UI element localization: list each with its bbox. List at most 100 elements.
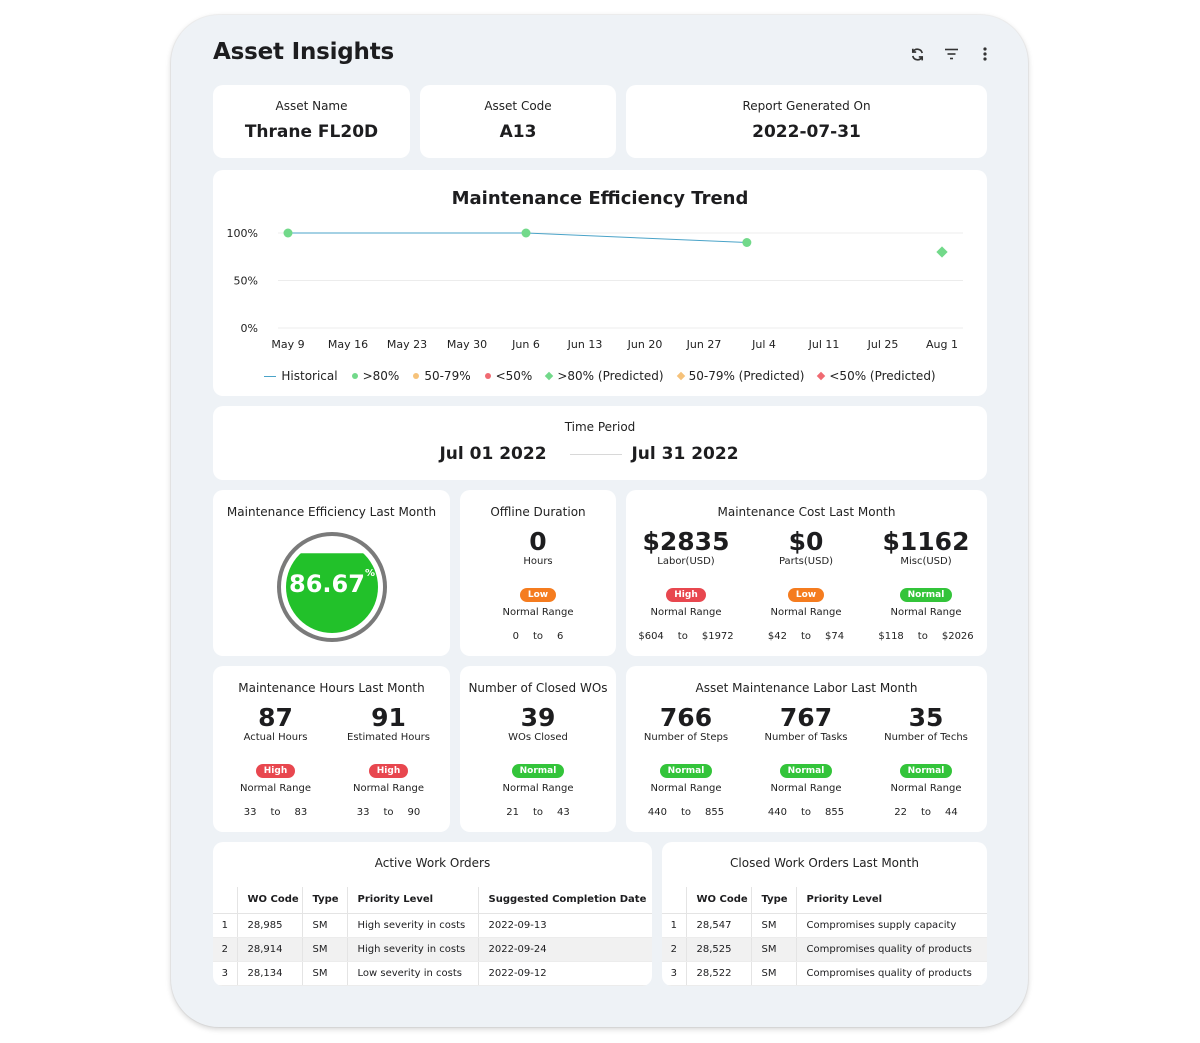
- estimated-hours-stat: 91 Estimated Hours High Normal Range 33 t…: [331, 704, 446, 819]
- chart-legend: Historical >80% 50-79% <50% >80% (Predicted)…: [213, 369, 987, 383]
- type-cell: SM: [302, 961, 348, 986]
- x-tick-label: May 30: [447, 338, 487, 351]
- legend-swatch: [817, 371, 826, 381]
- normal-range: 33 to 83: [218, 807, 333, 819]
- misc-cost-value: $1162: [882, 527, 970, 556]
- legend-swatch: [264, 375, 277, 377]
- table-row[interactable]: 3 28,522 SM Compromises quality of produ…: [662, 961, 987, 986]
- range-to: to: [800, 807, 812, 818]
- column-header[interactable]: Type: [751, 887, 797, 914]
- labor-cost-value: $2835: [642, 527, 730, 556]
- x-tick-label: Jun 6: [511, 338, 540, 351]
- x-tick-label: Jun 13: [567, 338, 603, 351]
- wo-code-cell: 28,547: [686, 913, 752, 938]
- table-header-row: WO Code Type Priority Level Suggested Co…: [213, 887, 652, 914]
- range-min: 33: [356, 807, 370, 818]
- labor-label: Asset Maintenance Labor Last Month: [695, 681, 918, 695]
- wo-code-cell: 28,985: [237, 913, 303, 938]
- legend-item[interactable]: >80% (Predicted): [545, 369, 664, 383]
- asset-name-card: Asset Name Thrane FL20D: [213, 85, 410, 158]
- techs-unit: Number of Techs: [884, 732, 968, 743]
- filter-icon[interactable]: [942, 45, 960, 63]
- status-badge: Normal: [511, 764, 565, 778]
- column-header[interactable]: Priority Level: [796, 887, 987, 914]
- closed-wo-table: WO Code Type Priority Level 1 28,547 SM …: [662, 887, 987, 986]
- range-to: to: [677, 631, 688, 642]
- time-period-label: Time Period: [564, 420, 636, 434]
- legend-swatch: [484, 373, 491, 379]
- status-badge: High: [666, 588, 706, 602]
- normal-range: 440 to 855: [746, 807, 866, 819]
- range-min: 0: [512, 631, 519, 642]
- column-header[interactable]: Type: [302, 887, 348, 914]
- closed-wos-stat: 39 WOs Closed Normal Normal Range 21 to 43: [460, 704, 616, 819]
- refresh-icon[interactable]: [908, 45, 926, 63]
- normal-range-label: Normal Range: [890, 783, 962, 794]
- offline-unit: Hours: [523, 556, 553, 567]
- type-cell: SM: [751, 961, 797, 986]
- range-max: 6: [557, 631, 564, 642]
- range-min: 33: [243, 807, 257, 818]
- more-options-icon[interactable]: [976, 45, 994, 63]
- table-row[interactable]: 3 28,134 SM Low severity in costs 2022-0…: [213, 961, 652, 986]
- legend-label: <50%: [495, 369, 533, 383]
- range-to: to: [917, 631, 928, 642]
- table-row[interactable]: 1 28,547 SM Compromises supply capacity: [662, 913, 987, 938]
- x-tick-label: Jun 20: [627, 338, 663, 351]
- range-max: 43: [557, 807, 570, 818]
- column-header[interactable]: WO Code: [237, 887, 303, 914]
- range-min: 21: [506, 807, 519, 818]
- column-header[interactable]: Priority Level: [347, 887, 479, 914]
- type-cell: SM: [751, 937, 797, 962]
- x-tick-label: Aug 1: [926, 338, 958, 351]
- period-start: Jul 01 2022: [439, 444, 547, 464]
- cost-parts-stat: $0 Parts(USD) Low Normal Range $42 to $74: [746, 528, 866, 643]
- offline-stat: 0 Hours Low Normal Range 0 to 6: [460, 528, 616, 643]
- parts-cost-unit: Parts(USD): [778, 556, 834, 567]
- legend-item[interactable]: 50-79%: [413, 369, 471, 383]
- efficiency-label: Maintenance Efficiency Last Month: [226, 505, 437, 519]
- normal-range: 21 to 43: [460, 807, 616, 819]
- normal-range-label: Normal Range: [770, 783, 842, 794]
- legend-item[interactable]: <50% (Predicted): [817, 369, 936, 383]
- priority-cell: High severity in costs: [347, 913, 479, 938]
- normal-range-label: Normal Range: [650, 607, 722, 618]
- legend-label: >80% (Predicted): [557, 369, 664, 383]
- asset-name-value: Thrane FL20D: [244, 122, 379, 142]
- techs-stat: 35 Number of Techs Normal Normal Range 2…: [866, 704, 986, 819]
- maintenance-cost-card: Maintenance Cost Last Month $2835 Labor(…: [626, 490, 987, 656]
- legend-item[interactable]: >80%: [351, 369, 399, 383]
- legend-item[interactable]: Historical: [264, 369, 338, 383]
- row-index: 2: [213, 937, 238, 962]
- range-max: 855: [705, 807, 725, 818]
- wo-code-cell: 28,525: [686, 937, 752, 962]
- y-tick-label: 50%: [234, 275, 258, 288]
- efficiency-card: Maintenance Efficiency Last Month 86.67%: [213, 490, 450, 656]
- table-row[interactable]: 1 28,985 SM High severity in costs 2022-…: [213, 913, 652, 938]
- header-actions: [908, 45, 994, 63]
- offline-duration-card: Offline Duration 0 Hours Low Normal Rang…: [460, 490, 616, 656]
- column-header[interactable]: Suggested Completion Date: [478, 887, 652, 914]
- table-row[interactable]: 2 28,525 SM Compromises quality of produ…: [662, 937, 987, 962]
- period-end: Jul 31 2022: [631, 444, 739, 464]
- data-point: [283, 228, 293, 238]
- estimated-hours-unit: Estimated Hours: [347, 732, 430, 743]
- range-max: $74: [825, 631, 845, 642]
- report-date-card: Report Generated On 2022-07-31: [626, 85, 987, 158]
- column-header[interactable]: WO Code: [686, 887, 752, 914]
- legend-item[interactable]: <50%: [484, 369, 533, 383]
- efficiency-unit: %: [364, 568, 375, 579]
- range-to: to: [920, 807, 932, 818]
- legend-label: Historical: [281, 369, 338, 383]
- asset-code-label: Asset Code: [484, 99, 552, 113]
- actual-hours-value: 87: [258, 703, 293, 732]
- legend-item[interactable]: 50-79% (Predicted): [676, 369, 804, 383]
- priority-cell: Compromises supply capacity: [796, 913, 987, 938]
- range-to: to: [383, 807, 394, 818]
- hours-label: Maintenance Hours Last Month: [238, 681, 425, 695]
- normal-range: $118 to $2026: [866, 631, 986, 643]
- normal-range-label: Normal Range: [502, 607, 574, 618]
- historical-line: [288, 232, 747, 243]
- range-min: $118: [878, 631, 904, 642]
- table-row[interactable]: 2 28,914 SM High severity in costs 2022-…: [213, 937, 652, 962]
